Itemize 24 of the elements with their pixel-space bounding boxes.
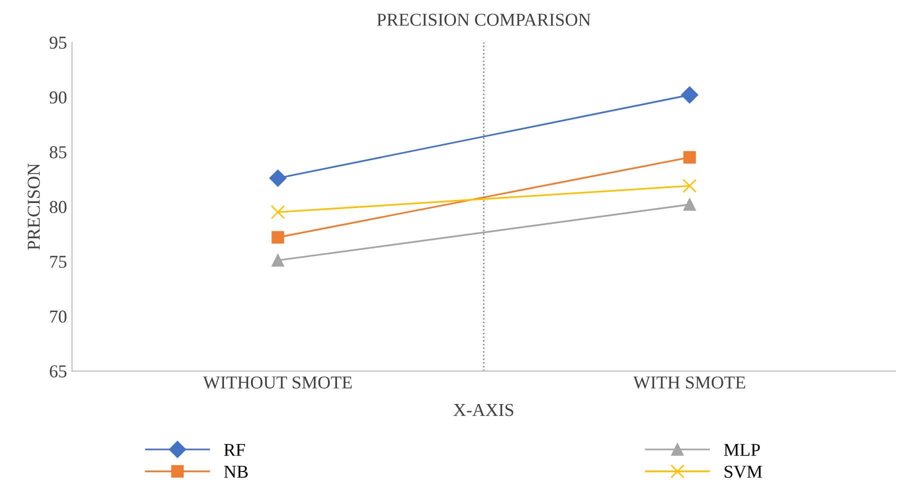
- legend-label: NB: [224, 466, 248, 478]
- y-tick-label: 95: [50, 36, 66, 49]
- x-tick-label: WITH SMOTE: [633, 376, 746, 389]
- point: [269, 170, 286, 187]
- y-tick-label: 90: [50, 91, 66, 104]
- y-tick-label: 75: [50, 256, 66, 268]
- point: [681, 86, 698, 104]
- point: [682, 178, 697, 193]
- y-tick-label: 85: [50, 146, 66, 158]
- y-tick-label: 80: [50, 200, 66, 214]
- point: [270, 205, 285, 220]
- legend-label: MLP: [724, 444, 760, 456]
- point: [683, 151, 696, 164]
- y-tick-label: 70: [50, 310, 66, 323]
- legend-label: SVM: [724, 466, 762, 478]
- y-axis-title: PRECISON: [28, 163, 40, 250]
- x-axis-title: X-AXIS: [454, 404, 514, 416]
- legend-label: RF: [224, 444, 245, 456]
- x-tick-label: WITHOUT SMOTE: [203, 376, 352, 389]
- point: [272, 254, 284, 267]
- point: [683, 198, 696, 211]
- point: [272, 231, 284, 244]
- y-tick-label: 65: [50, 365, 66, 378]
- chart-title: PRECISION COMPARISON: [376, 14, 591, 26]
